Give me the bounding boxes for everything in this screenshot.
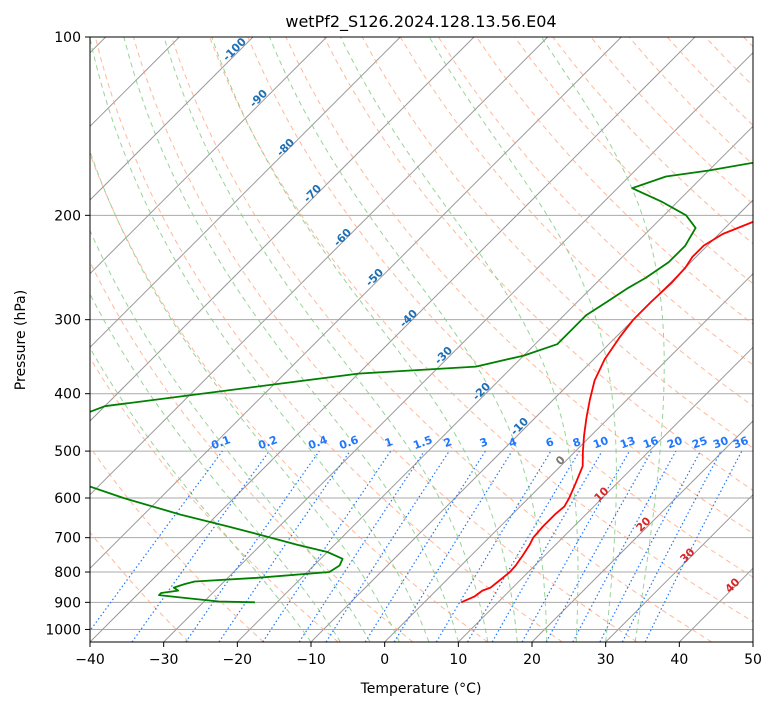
- dry-adiabat-line: [90, 446, 264, 642]
- y-tick-label: 400: [54, 387, 81, 403]
- dry-adiabat-line: [209, 37, 753, 623]
- dry-adiabat-line: [94, 37, 563, 642]
- x-tick-label: 10: [449, 652, 467, 668]
- x-tick-label: −40: [75, 652, 105, 668]
- mixing-ratio-label: 8: [571, 435, 583, 450]
- x-tick-label: 20: [523, 652, 541, 668]
- plot-area: [90, 37, 753, 642]
- mixing-ratio-label: 1: [383, 435, 395, 450]
- moist-adiabat-line: [90, 37, 430, 642]
- mixing-ratio-line: [185, 450, 320, 642]
- mixing-ratio-label: 16: [641, 434, 660, 452]
- isotherm-line: [90, 37, 475, 422]
- mixing-ratio-label: 0.1: [209, 433, 232, 452]
- dry-adiabat-line: [90, 531, 190, 642]
- mixing-ratio-line: [262, 450, 392, 642]
- moist-adiabat-line: [163, 37, 489, 642]
- dry-adiabat-line: [90, 152, 488, 642]
- mixing-ratio-line: [521, 450, 631, 642]
- isotherm-line: [384, 272, 753, 642]
- isotherm-line: [90, 37, 254, 201]
- x-tick-label: −10: [296, 652, 326, 668]
- mixing-ratio-label: 20: [665, 434, 684, 452]
- x-tick-label: −20: [223, 652, 253, 668]
- chart-title: wetPf2_S126.2024.128.13.56.E04: [285, 12, 556, 32]
- mixing-ratio-label: 30: [711, 434, 730, 452]
- moist-adiabat-line: [90, 149, 400, 642]
- dry-adiabat-line: [399, 37, 753, 407]
- dry-adiabat-line: [514, 37, 753, 285]
- mixing-ratio-label: 0.6: [337, 433, 360, 452]
- y-tick-label: 200: [54, 208, 81, 224]
- mixing-ratio-line: [90, 450, 223, 632]
- isotherm-line: [90, 37, 549, 496]
- mixing-ratio-label: 25: [690, 434, 709, 451]
- y-tick-label: 700: [54, 531, 81, 547]
- x-tick-label: 30: [597, 652, 615, 668]
- dry-adiabat-line: [90, 356, 339, 642]
- isotherm-line: [605, 493, 753, 642]
- mixing-ratio-label: 10: [591, 434, 610, 452]
- axis-ticks: −40 −30 −20 −10 0 10 20 30 40 5010020030040050060…: [45, 30, 762, 668]
- mixing-ratio-label: 1.5: [411, 433, 434, 452]
- plot-frame: [89, 36, 754, 643]
- x-tick-label: 40: [670, 652, 688, 668]
- temperature-profile-line: [460, 220, 753, 604]
- moist-adiabat-line: [90, 347, 312, 642]
- mixing-ratio-line: [298, 450, 425, 642]
- y-tick-label: 600: [54, 491, 81, 507]
- isotherm-line: [457, 346, 753, 642]
- x-tick-label: −30: [149, 652, 179, 668]
- moist-adiabat-line: [428, 37, 617, 642]
- isotherm-line: [90, 37, 401, 349]
- isotherm-line: [236, 125, 753, 642]
- y-tick-label: 800: [54, 565, 81, 581]
- x-tick-label: 0: [380, 652, 389, 668]
- mixing-ratio-label: 6: [544, 435, 556, 450]
- mixing-ratio-line: [325, 450, 450, 642]
- mixing-ratio-label: 4: [507, 435, 519, 450]
- mixing-ratio-line: [218, 450, 351, 642]
- mixing-ratio-line: [131, 450, 270, 642]
- x-axis-label: Temperature (°C): [360, 681, 482, 697]
- y-tick-label: 500: [54, 444, 81, 460]
- moist-adiabat-line: [211, 37, 518, 642]
- mixing-ratio-label: 0.2: [256, 433, 279, 452]
- dry-adiabat-line: [361, 37, 753, 449]
- isotherm-line: [90, 37, 328, 275]
- dewpoint-profile-line: [90, 161, 753, 604]
- data-series: [90, 161, 753, 604]
- moist-adiabat-line: [90, 229, 371, 642]
- mixing-ratio-label: 2: [442, 435, 454, 450]
- mixing-ratio-label: 0.4: [306, 433, 329, 452]
- moist-adiabat-line: [123, 37, 459, 642]
- isotherm-line: [531, 420, 753, 642]
- y-tick-label: 1000: [45, 622, 81, 638]
- mixing-ratio-line: [644, 450, 743, 642]
- x-tick-label: 50: [744, 652, 762, 668]
- isotherm-line: [90, 37, 696, 642]
- mixing-ratio-label: 36: [731, 434, 750, 452]
- mixing-ratio-line: [545, 450, 653, 642]
- dry-adiabat-line: [247, 37, 753, 578]
- mixing-ratio-line: [393, 450, 513, 642]
- mixing-ratio-label: 3: [478, 435, 490, 450]
- y-tick-label: 100: [54, 30, 81, 46]
- dry-adiabat-line: [90, 260, 414, 642]
- mixing-ratio-line: [572, 450, 677, 642]
- y-tick-label: 300: [54, 313, 81, 329]
- y-tick-label: 900: [54, 595, 81, 611]
- isotherm-line: [90, 37, 622, 570]
- dry-adiabat-line: [171, 37, 712, 642]
- mixing-ratio-label: 13: [618, 434, 637, 451]
- y-axis-label: Pressure (hPa): [13, 290, 29, 390]
